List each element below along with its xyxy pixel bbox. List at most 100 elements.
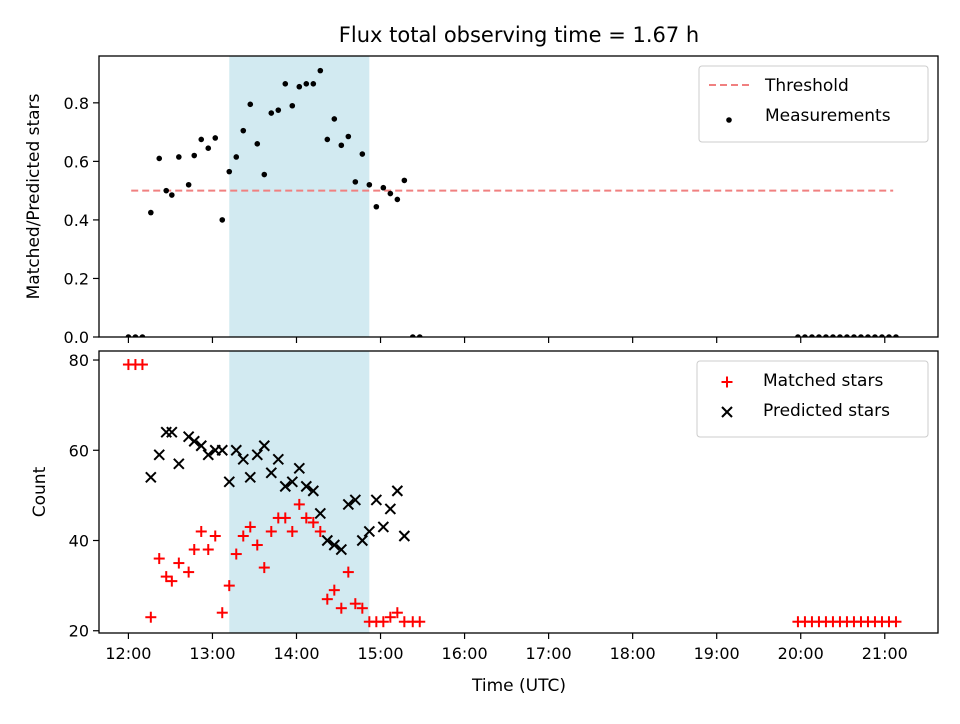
data-point	[307, 485, 320, 497]
data-point	[310, 81, 317, 87]
data-point	[237, 530, 249, 542]
data-point	[163, 187, 170, 194]
data-point	[176, 154, 182, 160]
data-point	[795, 334, 801, 337]
data-point	[244, 521, 256, 533]
legend-marker	[726, 117, 732, 123]
data-point	[153, 553, 165, 565]
data-point	[409, 334, 416, 337]
data-point	[202, 449, 214, 461]
data-point	[377, 521, 390, 533]
data-point	[166, 426, 178, 438]
data-point	[195, 440, 207, 452]
data-point	[370, 494, 383, 506]
ratio-y-tick-label: 0.2	[64, 269, 89, 288]
legend-entry: Predicted stars	[721, 401, 890, 421]
data-point	[275, 107, 282, 113]
data-point	[205, 145, 212, 152]
data-point	[265, 467, 277, 479]
data-point	[844, 334, 850, 337]
data-point	[293, 498, 305, 510]
x-tick-label: 12:00	[105, 644, 151, 663]
data-point	[216, 444, 228, 456]
data-point	[890, 616, 902, 628]
data-point	[145, 471, 157, 484]
data-point	[384, 611, 396, 623]
legend-box	[696, 360, 929, 438]
data-point	[321, 593, 333, 605]
data-point	[268, 110, 275, 116]
data-point	[125, 334, 132, 337]
data-point	[240, 127, 247, 134]
data-point	[132, 334, 139, 337]
series-matched-stars	[122, 359, 902, 628]
data-point	[247, 101, 254, 108]
count-y-tick-label: 40	[69, 532, 89, 551]
data-point	[286, 525, 298, 537]
data-point	[258, 440, 270, 452]
count-highlight-span	[229, 351, 370, 633]
data-point	[342, 498, 355, 511]
count-y-axis-label: Count	[30, 466, 50, 517]
data-point	[366, 181, 373, 188]
data-point	[289, 102, 296, 109]
ratio-y-tick-label: 0.8	[64, 94, 89, 113]
data-point	[373, 203, 380, 210]
count-y-tick-label: 80	[69, 351, 89, 370]
data-point	[328, 584, 340, 596]
data-point	[185, 181, 192, 188]
x-tick-label: 16:00	[442, 644, 488, 663]
data-point	[401, 177, 408, 184]
data-point	[188, 435, 200, 447]
data-point	[872, 334, 878, 337]
data-point	[321, 534, 334, 547]
data-point	[331, 116, 338, 122]
data-point	[377, 616, 389, 628]
data-point	[317, 67, 324, 74]
data-point	[349, 494, 362, 506]
data-point	[195, 525, 207, 537]
data-point	[188, 544, 200, 556]
data-point	[216, 607, 228, 619]
x-tick-label: 19:00	[694, 644, 740, 663]
data-point	[265, 525, 277, 537]
legend-entry: Threshold	[709, 76, 849, 96]
data-point	[398, 530, 411, 542]
data-point	[300, 512, 312, 524]
data-point	[352, 179, 359, 185]
data-point	[279, 480, 291, 493]
data-point	[380, 184, 387, 191]
legend-label: Predicted stars	[763, 401, 890, 421]
data-point	[858, 334, 864, 337]
count-y-tick-label: 60	[69, 441, 89, 460]
ratio-plot-area	[125, 67, 899, 337]
data-point	[212, 135, 219, 141]
x-tick-label: 17:00	[526, 644, 572, 663]
data-point	[156, 155, 163, 162]
ratio-legend: Threshold Measurements	[698, 65, 929, 143]
data-point	[296, 83, 303, 90]
data-point	[258, 562, 270, 574]
data-point	[391, 485, 404, 497]
legend-label: Matched stars	[763, 371, 883, 391]
legend-marker	[721, 406, 733, 418]
data-point	[191, 152, 198, 159]
data-point	[314, 525, 326, 537]
ratio-y-axis-label: Matched/Predicted stars	[24, 93, 44, 299]
count-plot-area	[122, 359, 902, 628]
data-point	[244, 471, 256, 484]
data-point	[279, 512, 291, 524]
data-point	[303, 81, 310, 87]
data-point	[328, 539, 341, 551]
data-point	[837, 334, 843, 337]
count-axes-frame	[98, 350, 939, 634]
legend-marker	[721, 376, 733, 388]
data-point	[307, 516, 319, 528]
data-point	[414, 616, 426, 628]
data-point	[394, 196, 401, 203]
data-point	[886, 334, 892, 337]
series-measurements	[125, 67, 899, 337]
data-point	[286, 476, 298, 488]
data-point	[160, 571, 172, 583]
